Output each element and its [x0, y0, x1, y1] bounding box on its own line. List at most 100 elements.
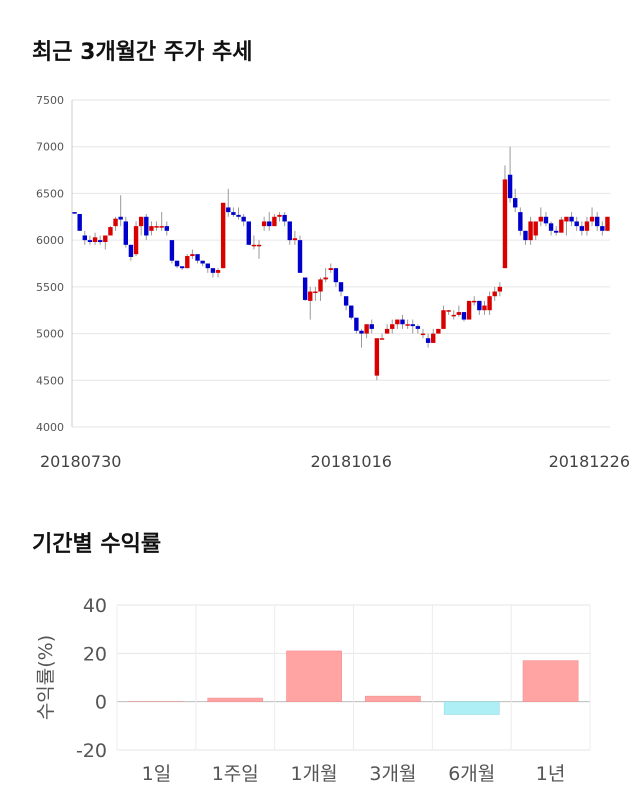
price-chart-title: 최근 3개월간 주가 추세: [32, 40, 253, 65]
candle-down: [174, 260, 180, 267]
candle-up: [133, 226, 139, 255]
bar-1주일: [207, 697, 264, 702]
x-tick-label: 20181016: [311, 452, 392, 471]
candle-up: [492, 291, 497, 297]
candle-up: [256, 244, 262, 247]
x-tick-label: 20181226: [549, 452, 630, 471]
candlestick-chart: 4000 4500 5000 5500 6000 6500 7000 7500 20180730…: [36, 94, 630, 471]
candle-down: [82, 235, 88, 241]
candle-down: [97, 240, 103, 243]
candle-up: [528, 221, 533, 241]
y-tick-label: 5000: [36, 328, 64, 341]
candle-down: [343, 296, 349, 306]
candle-down: [144, 216, 149, 236]
candle-down: [359, 330, 364, 334]
candle-down: [246, 221, 251, 245]
candle-up: [251, 244, 257, 247]
candle-down: [302, 277, 308, 300]
candle-down: [400, 319, 405, 325]
candle-up: [605, 216, 610, 231]
candle-down: [87, 240, 93, 243]
candle-up: [379, 338, 385, 340]
candle-down: [333, 268, 339, 283]
y-tick-label: 6000: [36, 234, 64, 247]
candle-up: [431, 333, 436, 343]
candle-down: [569, 216, 574, 222]
candle-up: [318, 279, 323, 292]
candle-down: [118, 216, 123, 220]
candle-down: [231, 212, 236, 215]
candle-up: [451, 314, 456, 317]
candle-up: [436, 328, 441, 334]
candle-up: [149, 226, 154, 231]
candle-up: [292, 238, 298, 241]
candle-up: [466, 300, 472, 320]
candle-up: [323, 277, 328, 280]
candle-down: [287, 221, 292, 241]
bar-1개월: [286, 650, 342, 702]
candle-down: [169, 240, 175, 261]
candle-down: [195, 254, 200, 261]
x-tick-label: 1주일: [212, 763, 259, 785]
y-tick-label: 7500: [36, 94, 64, 107]
candle-up: [313, 291, 318, 294]
candle-up: [533, 221, 538, 236]
y-tick-label: 40: [83, 595, 107, 617]
candle-up: [395, 319, 400, 325]
x-tick-label: 1년: [536, 763, 566, 785]
x-tick-label: 20180730: [40, 452, 121, 471]
x-tick-label: 1일: [142, 763, 172, 785]
bar-6개월: [443, 701, 500, 715]
x-tick-label: 6개월: [448, 763, 495, 785]
candle-down: [297, 240, 303, 273]
candle-down: [369, 324, 374, 329]
candle-down: [338, 282, 344, 292]
x-tick-label: 3개월: [369, 763, 416, 785]
candle-down: [523, 230, 528, 241]
x-tick-label: 1개월: [291, 763, 338, 785]
candle-up: [154, 226, 159, 228]
candle-down: [349, 305, 354, 318]
candle-up: [138, 216, 144, 227]
candle-down: [518, 212, 523, 231]
candle-up: [420, 333, 426, 336]
candle-down: [72, 212, 77, 214]
candle-up: [159, 226, 164, 228]
candle-down: [579, 226, 585, 231]
candle-up: [497, 286, 503, 292]
candle-down: [600, 226, 605, 231]
candle-down: [77, 213, 82, 231]
candle-up: [472, 300, 477, 303]
candle-up: [538, 216, 544, 222]
candle-up: [482, 305, 487, 311]
candle-up: [92, 237, 98, 243]
candle-up: [502, 179, 508, 269]
candle-down: [594, 216, 600, 227]
candle-up: [215, 270, 221, 273]
returns-chart-title: 기간별 수익률: [32, 532, 162, 557]
y-tick-label: 4500: [36, 374, 64, 387]
candle-down: [410, 324, 415, 327]
candle-down: [507, 174, 513, 199]
candle-up: [113, 218, 118, 227]
bar-3개월: [365, 695, 421, 702]
candle-up: [190, 254, 195, 257]
candle-down: [543, 216, 549, 224]
bar-1년: [522, 660, 579, 702]
candle-up: [584, 221, 590, 231]
candle-down: [226, 207, 231, 213]
candle-down: [123, 221, 128, 245]
y-tick-label: 4000: [36, 421, 64, 434]
candle-down: [128, 244, 134, 257]
candle-up: [487, 296, 492, 311]
candle-up: [103, 235, 108, 243]
candle-up: [589, 216, 595, 222]
y-axis-label: 수익률(%): [35, 635, 57, 720]
y-tick-label: 20: [83, 643, 107, 665]
candle-down: [164, 226, 169, 231]
candle-down: [477, 300, 482, 311]
candle-up: [272, 216, 277, 227]
candle-up: [446, 310, 451, 312]
candle-down: [554, 230, 559, 233]
candle-down: [354, 317, 359, 331]
